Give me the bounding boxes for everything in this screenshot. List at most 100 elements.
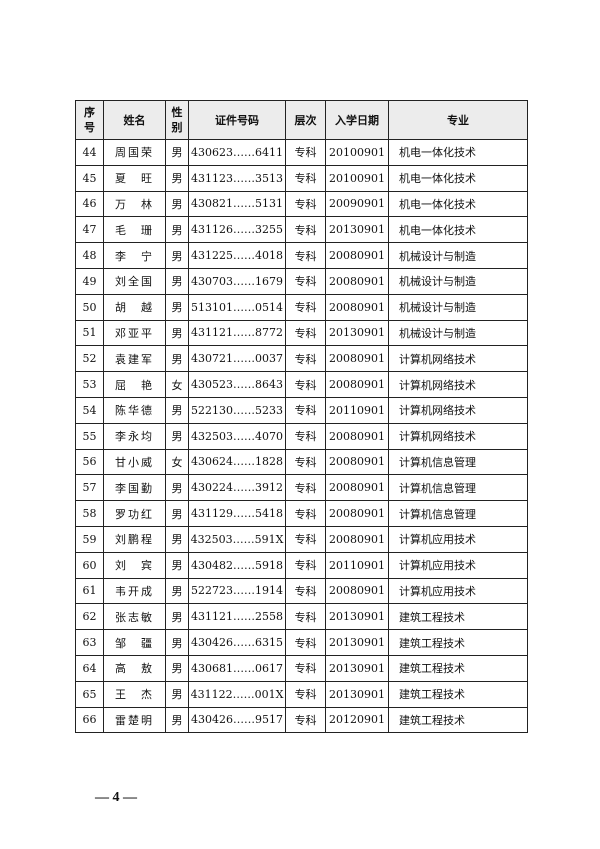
cell-major: 机电一体化技术 xyxy=(388,216,528,244)
cell-name: 刘 宾 xyxy=(103,551,166,579)
cell-enroll-date: 20120901 xyxy=(325,706,389,734)
header-col-enroll-date: 入学日期 xyxy=(325,100,389,140)
table-row: 66 雷楚明男 430426……9517 专科 20120901 建筑工程技术 xyxy=(75,706,528,734)
cell-name: 高 敖 xyxy=(103,654,166,682)
cell-id-number: 430681……0617 xyxy=(188,654,286,682)
cell-level: 专科 xyxy=(285,525,326,553)
cell-level: 专科 xyxy=(285,680,326,708)
cell-level: 专科 xyxy=(285,654,326,682)
cell-name: 夏 旺 xyxy=(103,164,166,192)
cell-id-number: 430523……8643 xyxy=(188,371,286,398)
cell-major: 计算机信息管理 xyxy=(388,448,528,476)
cell-id-number: 431121……2558 xyxy=(188,603,286,631)
cell-name: 邹 疆 xyxy=(103,629,166,656)
cell-index: 51 xyxy=(75,319,104,347)
cell-index: 64 xyxy=(75,654,104,682)
cell-enroll-date: 20130901 xyxy=(325,629,389,656)
cell-level: 专科 xyxy=(285,164,326,192)
cell-id-number: 431225……4018 xyxy=(188,242,286,269)
table-row: 52 袁建军男 430721……0037 专科 20080901 计算机网络技术 xyxy=(75,345,528,373)
cell-enroll-date: 20080901 xyxy=(325,371,389,398)
cell-major: 计算机应用技术 xyxy=(388,577,528,605)
cell-enroll-date: 20130901 xyxy=(325,603,389,631)
cell-gender: 男 xyxy=(165,680,189,708)
cell-name: 甘小威 xyxy=(103,448,166,476)
cell-gender: 男 xyxy=(165,603,189,631)
cell-name: 张志敏 xyxy=(103,603,166,631)
cell-name: 邓亚平 xyxy=(103,319,166,347)
cell-level: 专科 xyxy=(285,448,326,476)
cell-index: 50 xyxy=(75,293,104,321)
cell-major: 机械设计与制造 xyxy=(388,242,528,269)
cell-index: 59 xyxy=(75,525,104,553)
cell-major: 计算机信息管理 xyxy=(388,500,528,527)
cell-name: 刘全国 xyxy=(103,267,166,295)
cell-gender: 男 xyxy=(165,577,189,605)
cell-level: 专科 xyxy=(285,345,326,373)
cell-enroll-date: 20110901 xyxy=(325,396,389,424)
table-row: 60 刘 宾男 430482……5918 专科 20110901 计算机应用技术 xyxy=(75,551,528,579)
cell-index: 55 xyxy=(75,422,104,450)
cell-level: 专科 xyxy=(285,190,326,218)
cell-gender: 男 xyxy=(165,396,189,424)
cell-enroll-date: 20080901 xyxy=(325,293,389,321)
cell-level: 专科 xyxy=(285,242,326,269)
cell-gender: 男 xyxy=(165,267,189,295)
cell-id-number: 430623……6411 xyxy=(188,139,286,166)
cell-name: 胡 越 xyxy=(103,293,166,321)
cell-major: 计算机网络技术 xyxy=(388,345,528,373)
cell-id-number: 430426……9517 xyxy=(188,706,286,734)
cell-index: 60 xyxy=(75,551,104,579)
cell-name: 韦开成 xyxy=(103,577,166,605)
cell-major: 机电一体化技术 xyxy=(388,139,528,166)
cell-id-number: 432503……4070 xyxy=(188,422,286,450)
cell-id-number: 430703……1679 xyxy=(188,267,286,295)
cell-name: 毛 珊 xyxy=(103,216,166,244)
cell-major: 计算机应用技术 xyxy=(388,551,528,579)
cell-id-number: 432503……591X xyxy=(188,525,286,553)
cell-enroll-date: 20080901 xyxy=(325,525,389,553)
header-col-id-number: 证件号码 xyxy=(188,100,286,140)
cell-enroll-date: 20080901 xyxy=(325,448,389,476)
table-row: 62 张志敏男 431121……2558 专科 20130901 建筑工程技术 xyxy=(75,603,528,631)
header-col-major: 专业 xyxy=(388,100,528,140)
cell-major: 计算机应用技术 xyxy=(388,525,528,553)
cell-id-number: 430624……1828 xyxy=(188,448,286,476)
cell-level: 专科 xyxy=(285,319,326,347)
table-row: 64 高 敖男 430681……0617 专科 20130901 建筑工程技术 xyxy=(75,654,528,682)
cell-id-number: 513101……0514 xyxy=(188,293,286,321)
table-row: 57 李国勤男 430224……3912 专科 20080901 计算机信息管理 xyxy=(75,474,528,502)
cell-name: 李国勤 xyxy=(103,474,166,502)
table-row: 61 韦开成男 522723……1914 专科 20080901 计算机应用技术 xyxy=(75,577,528,605)
table-row: 47 毛 珊男 431126……3255 专科 20130901 机电一体化技术 xyxy=(75,216,528,244)
cell-gender: 男 xyxy=(165,422,189,450)
cell-index: 44 xyxy=(75,139,104,166)
header-col-gender: 性 别 xyxy=(165,100,189,140)
cell-level: 专科 xyxy=(285,629,326,656)
table-row: 45 夏 旺男 431123……3513 专科 20100901 机电一体化技术 xyxy=(75,164,528,192)
cell-index: 62 xyxy=(75,603,104,631)
cell-enroll-date: 20080901 xyxy=(325,422,389,450)
cell-enroll-date: 20090901 xyxy=(325,190,389,218)
cell-level: 专科 xyxy=(285,216,326,244)
cell-major: 机电一体化技术 xyxy=(388,164,528,192)
cell-level: 专科 xyxy=(285,577,326,605)
table-row: 54 陈华德男 522130……5233 专科 20110901 计算机网络技术 xyxy=(75,396,528,424)
cell-gender: 男 xyxy=(165,474,189,502)
cell-enroll-date: 20100901 xyxy=(325,164,389,192)
cell-enroll-date: 20130901 xyxy=(325,319,389,347)
cell-gender: 男 xyxy=(165,164,189,192)
cell-id-number: 431129……5418 xyxy=(188,500,286,527)
cell-major: 机械设计与制造 xyxy=(388,319,528,347)
header-row: 序 号姓名性 别证件号码 层次 入学日期 专业 xyxy=(75,100,528,140)
table-row: 55 李永均男 432503……4070 专科 20080901 计算机网络技术 xyxy=(75,422,528,450)
cell-major: 建筑工程技术 xyxy=(388,603,528,631)
table-row: 65 王 杰男 431122……001X 专科 20130901 建筑工程技术 xyxy=(75,680,528,708)
cell-index: 49 xyxy=(75,267,104,295)
cell-enroll-date: 20130901 xyxy=(325,680,389,708)
cell-level: 专科 xyxy=(285,500,326,527)
cell-gender: 男 xyxy=(165,525,189,553)
cell-name: 李永均 xyxy=(103,422,166,450)
cell-gender: 男 xyxy=(165,319,189,347)
cell-major: 建筑工程技术 xyxy=(388,680,528,708)
